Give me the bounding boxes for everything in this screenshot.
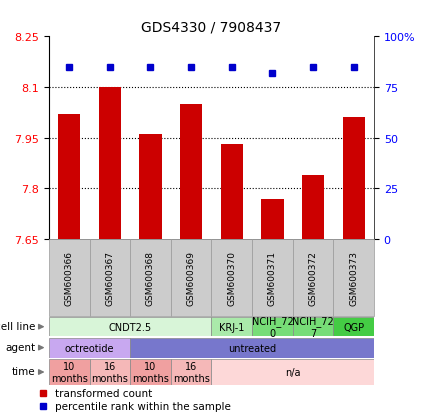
Bar <box>180 104 202 240</box>
Text: n/a: n/a <box>285 367 300 377</box>
Bar <box>90 359 130 385</box>
Text: GSM600369: GSM600369 <box>187 250 196 305</box>
Bar <box>221 145 243 240</box>
Text: NCIH_72
0: NCIH_72 0 <box>252 316 293 338</box>
Bar <box>171 240 211 316</box>
Bar <box>333 240 374 316</box>
Bar <box>293 317 333 337</box>
Text: GSM600371: GSM600371 <box>268 250 277 305</box>
Text: GSM600373: GSM600373 <box>349 250 358 305</box>
Text: untreated: untreated <box>228 343 276 353</box>
Bar <box>130 338 374 358</box>
Bar <box>90 240 130 316</box>
Bar <box>333 317 374 337</box>
Text: GSM600368: GSM600368 <box>146 250 155 305</box>
Text: 10
months: 10 months <box>132 361 169 383</box>
Bar <box>343 118 365 240</box>
Text: agent: agent <box>5 342 35 352</box>
Bar <box>171 359 211 385</box>
Text: octreotide: octreotide <box>65 343 114 353</box>
Bar <box>293 240 333 316</box>
Text: GSM600370: GSM600370 <box>227 250 236 305</box>
Bar <box>130 359 171 385</box>
Bar <box>139 135 162 240</box>
Bar <box>130 240 171 316</box>
Bar <box>252 317 293 337</box>
Bar <box>49 359 90 385</box>
Text: GSM600366: GSM600366 <box>65 250 74 305</box>
Text: percentile rank within the sample: percentile rank within the sample <box>55 401 231 411</box>
Bar <box>99 88 121 240</box>
Text: CNDT2.5: CNDT2.5 <box>109 322 152 332</box>
Bar <box>49 338 130 358</box>
Bar <box>58 115 80 240</box>
Text: KRJ-1: KRJ-1 <box>219 322 244 332</box>
Text: GSM600372: GSM600372 <box>309 250 317 305</box>
Text: QGP: QGP <box>343 322 364 332</box>
Bar <box>211 359 374 385</box>
Text: GSM600367: GSM600367 <box>105 250 114 305</box>
Bar <box>252 240 293 316</box>
Bar <box>302 176 324 240</box>
Bar <box>49 317 211 337</box>
Bar <box>261 199 283 240</box>
Text: cell line: cell line <box>0 321 35 331</box>
Text: transformed count: transformed count <box>55 388 153 398</box>
Text: time: time <box>11 366 35 376</box>
Text: 16
months: 16 months <box>173 361 210 383</box>
Text: 16
months: 16 months <box>91 361 128 383</box>
Text: NCIH_72
7: NCIH_72 7 <box>292 316 334 338</box>
Bar <box>211 317 252 337</box>
Title: GDS4330 / 7908437: GDS4330 / 7908437 <box>142 21 281 35</box>
Text: 10
months: 10 months <box>51 361 88 383</box>
Bar <box>211 240 252 316</box>
Bar <box>49 240 90 316</box>
